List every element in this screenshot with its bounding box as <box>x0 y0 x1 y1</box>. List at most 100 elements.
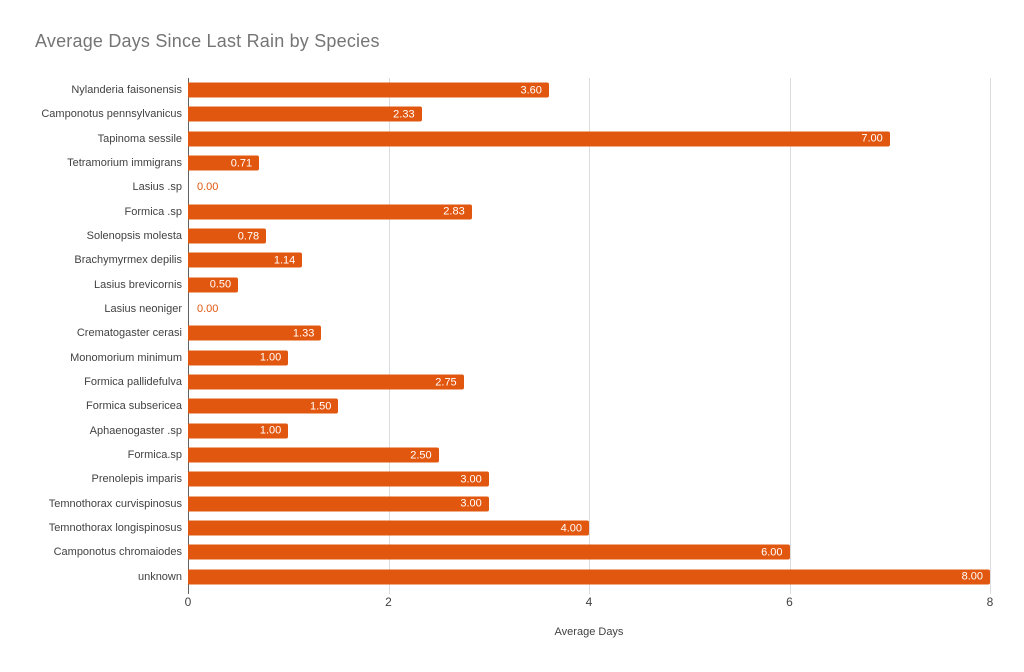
category-label: Monomorium minimum <box>70 351 182 364</box>
bar-value-label: 1.00 <box>259 424 282 437</box>
bar-track: 1.14 <box>188 248 990 272</box>
chart-row: Aphaenogaster .sp 1.00 <box>0 419 990 443</box>
chart-row: Formica pallidefulva 2.75 <box>0 370 990 394</box>
chart-row: Monomorium minimum 1.00 <box>0 346 990 370</box>
bar-value-label: 4.00 <box>560 522 582 535</box>
bar[interactable]: 1.00 <box>188 423 289 439</box>
bar[interactable]: 0.78 <box>188 228 267 244</box>
bar-value-label: 3.00 <box>460 473 482 486</box>
bar-value-label: 1.33 <box>292 327 315 340</box>
category-label: Solenopsis molesta <box>86 230 182 243</box>
chart-title: Average Days Since Last Rain by Species <box>35 31 380 51</box>
category-label: Formica pallidefulva <box>84 376 182 389</box>
bar-track: 8.00 <box>188 565 990 589</box>
category-label: Brachymyrmex depilis <box>74 254 182 267</box>
bar[interactable]: 7.00 <box>188 131 890 147</box>
x-axis-ticks: 0 2 4 6 8 <box>184 595 994 611</box>
chart-row: Lasius .sp 0.00 <box>0 175 990 199</box>
bar-value-label: 1.50 <box>309 400 332 413</box>
category-label: Temnothorax curvispinosus <box>48 497 182 510</box>
bar[interactable]: 1.00 <box>188 350 289 366</box>
x-axis-title-label: Average Days <box>554 626 624 638</box>
bar-value-label: 1.14 <box>273 254 296 267</box>
bar[interactable]: 2.83 <box>188 204 472 220</box>
bar-track: 3.60 <box>188 78 990 102</box>
category-label: Camponotus pennsylvanicus <box>41 108 182 121</box>
category-label: Formica.sp <box>127 449 182 462</box>
gridline <box>789 78 791 594</box>
bar-track: 1.00 <box>188 346 990 370</box>
bar-track: 6.00 <box>188 540 990 564</box>
category-label: Lasius neoniger <box>104 303 182 316</box>
bar-track: 2.75 <box>188 370 990 394</box>
bar-value-label: 2.75 <box>435 376 457 389</box>
category-label: Lasius brevicornis <box>93 278 182 291</box>
x-tick-label: 0 <box>184 595 192 609</box>
bar-value-label: 0.78 <box>237 230 260 243</box>
bar-track: 0.71 <box>188 151 990 175</box>
x-tick-label: 4 <box>585 595 593 609</box>
bar-track: 1.50 <box>188 394 990 418</box>
bar[interactable]: 3.60 <box>188 82 549 98</box>
chart-row: Lasius brevicornis 0.50 <box>0 273 990 297</box>
bar-track: 2.50 <box>188 443 990 467</box>
bar-value-label: 3.60 <box>520 84 542 97</box>
bar-track: 4.00 <box>188 516 990 540</box>
category-label: Nylanderia faisonensis <box>71 84 182 97</box>
gridline <box>388 78 390 594</box>
bar-value-label: 0.71 <box>230 157 253 170</box>
category-label: Crematogaster cerasi <box>76 327 182 340</box>
bar[interactable]: 1.50 <box>188 398 339 414</box>
chart-row: Temnothorax longispinosus 4.00 <box>0 516 990 540</box>
chart-row: Brachymyrmex depilis 1.14 <box>0 248 990 272</box>
category-label: Tetramorium immigrans <box>67 157 182 170</box>
bar-value-label: 2.33 <box>393 108 415 121</box>
chart-row: Prenolepis imparis 3.00 <box>0 467 990 491</box>
bar-track: 0.78 <box>188 224 990 248</box>
bar[interactable]: 3.00 <box>188 496 489 512</box>
category-label: Prenolepis imparis <box>91 473 182 486</box>
bar-value-label: 6.00 <box>761 546 783 559</box>
bar-track: 0.00 <box>188 297 990 321</box>
bar[interactable]: 1.14 <box>188 252 303 268</box>
bar[interactable]: 0.71 <box>188 155 260 171</box>
bar-value-label: 0.00 <box>197 181 219 194</box>
chart-row: Solenopsis molesta 0.78 <box>0 224 990 248</box>
chart-row: Nylanderia faisonensis 3.60 <box>0 78 990 102</box>
bar-track: 7.00 <box>188 127 990 151</box>
bar[interactable]: 1.33 <box>188 325 322 341</box>
x-tick-label: 8 <box>986 595 994 609</box>
bar[interactable]: 3.00 <box>188 471 489 487</box>
category-label: Temnothorax longispinosus <box>48 522 182 535</box>
bar-track: 1.33 <box>188 321 990 345</box>
bar[interactable]: 2.75 <box>188 374 464 390</box>
bar-value-label: 0.00 <box>197 303 219 316</box>
bar-track: 2.33 <box>188 102 990 126</box>
bar[interactable]: 8.00 <box>188 569 990 585</box>
bar-value-label: 7.00 <box>861 132 883 145</box>
chart-row: Formica .sp 2.83 <box>0 200 990 224</box>
plot-area: Nylanderia faisonensis 3.60 Camponotus pen… <box>0 78 1024 594</box>
chart-row: Formica subsericea 1.50 <box>0 394 990 418</box>
chart-row: Tetramorium immigrans 0.71 <box>0 151 990 175</box>
bar-value-label: 1.00 <box>259 351 282 364</box>
chart-row: Formica.sp 2.50 <box>0 443 990 467</box>
chart-row: Lasius neoniger 0.00 <box>0 297 990 321</box>
bar-track: 2.83 <box>188 200 990 224</box>
gridline <box>990 78 991 594</box>
bar-track: 0.50 <box>188 273 990 297</box>
bar[interactable]: 2.33 <box>188 106 422 122</box>
category-label: Lasius .sp <box>132 181 182 194</box>
bar[interactable]: 0.50 <box>188 277 239 293</box>
chart-row: Camponotus chromaiodes 6.00 <box>0 540 990 564</box>
bar[interactable]: 4.00 <box>188 520 589 536</box>
category-label: Formica .sp <box>124 205 182 218</box>
chart-row: Crematogaster cerasi 1.33 <box>0 321 990 345</box>
chart-row: unknown 8.00 <box>0 565 990 589</box>
gridline <box>589 78 590 594</box>
bar-track: 1.00 <box>188 419 990 443</box>
bar[interactable]: 2.50 <box>188 447 439 463</box>
bar[interactable]: 6.00 <box>188 544 790 560</box>
category-label: unknown <box>137 570 182 583</box>
